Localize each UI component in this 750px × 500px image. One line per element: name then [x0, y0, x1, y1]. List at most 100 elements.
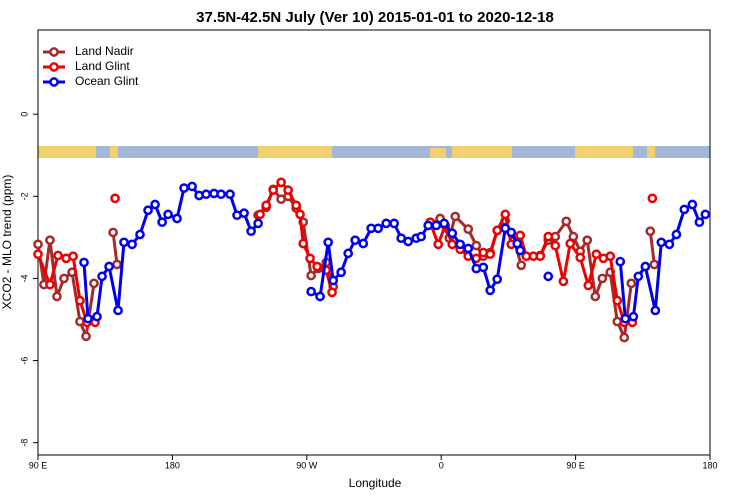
x-axis-label: Longitude — [349, 476, 402, 490]
data-point — [492, 274, 503, 285]
data-point — [81, 331, 91, 342]
data-point — [143, 205, 153, 216]
data-point — [104, 261, 114, 272]
data-point — [315, 291, 325, 302]
data-point — [246, 226, 256, 237]
data-point — [253, 218, 263, 229]
data-point — [312, 261, 322, 272]
data-point — [403, 236, 414, 247]
data-point — [516, 260, 527, 271]
data-point — [455, 239, 466, 250]
data-point — [478, 262, 489, 273]
data-point — [201, 189, 211, 200]
data-point — [97, 271, 107, 282]
data-point — [619, 332, 630, 343]
data-point — [283, 185, 293, 195]
data-point — [52, 291, 62, 302]
data-point — [543, 271, 554, 282]
data-point — [582, 235, 593, 246]
data-point — [45, 279, 55, 290]
land-band — [452, 146, 512, 158]
data-point — [276, 177, 286, 188]
data-point — [135, 229, 145, 240]
data-point — [381, 218, 392, 229]
chart-title: 37.5N-42.5N July (Ver 10) 2015-01-01 to … — [196, 9, 554, 26]
data-point — [605, 251, 616, 262]
data-point — [305, 253, 315, 264]
land-band — [258, 146, 332, 158]
data-point — [515, 230, 526, 241]
data-point — [492, 225, 503, 236]
data-point — [327, 287, 337, 298]
data-point — [112, 259, 122, 270]
data-point — [535, 251, 546, 262]
data-point — [694, 217, 705, 228]
data-point — [268, 185, 279, 195]
data-point — [679, 204, 690, 215]
data-point — [68, 251, 78, 262]
x-tick-label: 180 — [165, 460, 180, 470]
data-point — [575, 252, 586, 263]
map-strip — [38, 146, 710, 158]
data-point — [216, 189, 226, 200]
legend-marker — [49, 47, 59, 57]
data-point — [373, 223, 384, 234]
data-point — [439, 218, 450, 229]
data-point — [113, 305, 123, 316]
data-point — [431, 220, 442, 231]
data-point — [328, 275, 339, 286]
data-point — [239, 208, 249, 218]
data-point — [45, 235, 55, 246]
data-point — [615, 256, 626, 267]
data-point — [92, 311, 102, 322]
data-point — [172, 213, 182, 224]
data-point — [463, 224, 474, 235]
data-point — [119, 237, 129, 248]
data-point — [645, 226, 656, 237]
data-point — [389, 218, 400, 229]
data-point — [463, 243, 474, 254]
land-band — [575, 146, 633, 158]
data-point — [179, 183, 189, 193]
y-tick-label: -4 — [19, 274, 29, 282]
data-point — [650, 305, 661, 316]
data-point — [350, 235, 361, 246]
data-point — [59, 273, 69, 284]
data-point — [565, 238, 576, 249]
data-point — [83, 313, 93, 324]
data-point — [620, 313, 631, 324]
y-tick-label: -2 — [19, 192, 29, 200]
data-point — [110, 193, 120, 204]
legend-label: Land Nadir — [75, 44, 134, 58]
data-point — [700, 209, 711, 220]
y-tick-label: -6 — [19, 357, 29, 365]
data-point — [261, 200, 272, 211]
land-band — [38, 146, 96, 158]
data-point — [295, 209, 305, 220]
data-point — [447, 228, 458, 239]
data-point — [485, 285, 496, 296]
data-point — [590, 291, 601, 302]
data-point — [108, 227, 118, 238]
data-point — [291, 200, 302, 211]
data-point — [225, 189, 235, 200]
y-tick-label: 0 — [19, 112, 29, 117]
land-band — [430, 148, 446, 158]
data-point — [423, 220, 434, 231]
data-point — [163, 209, 173, 220]
data-point — [33, 249, 43, 260]
x-tick-label: 90 E — [566, 460, 585, 470]
data-point — [79, 257, 89, 268]
data-point — [550, 240, 561, 251]
data-point — [628, 311, 639, 322]
data-point — [358, 238, 369, 249]
data-point — [306, 270, 316, 281]
data-point — [561, 216, 572, 227]
data-point — [640, 261, 651, 272]
data-point — [597, 273, 608, 284]
data-point — [515, 245, 526, 256]
data-point — [612, 295, 623, 306]
data-point — [558, 276, 569, 287]
data-point — [255, 209, 265, 220]
